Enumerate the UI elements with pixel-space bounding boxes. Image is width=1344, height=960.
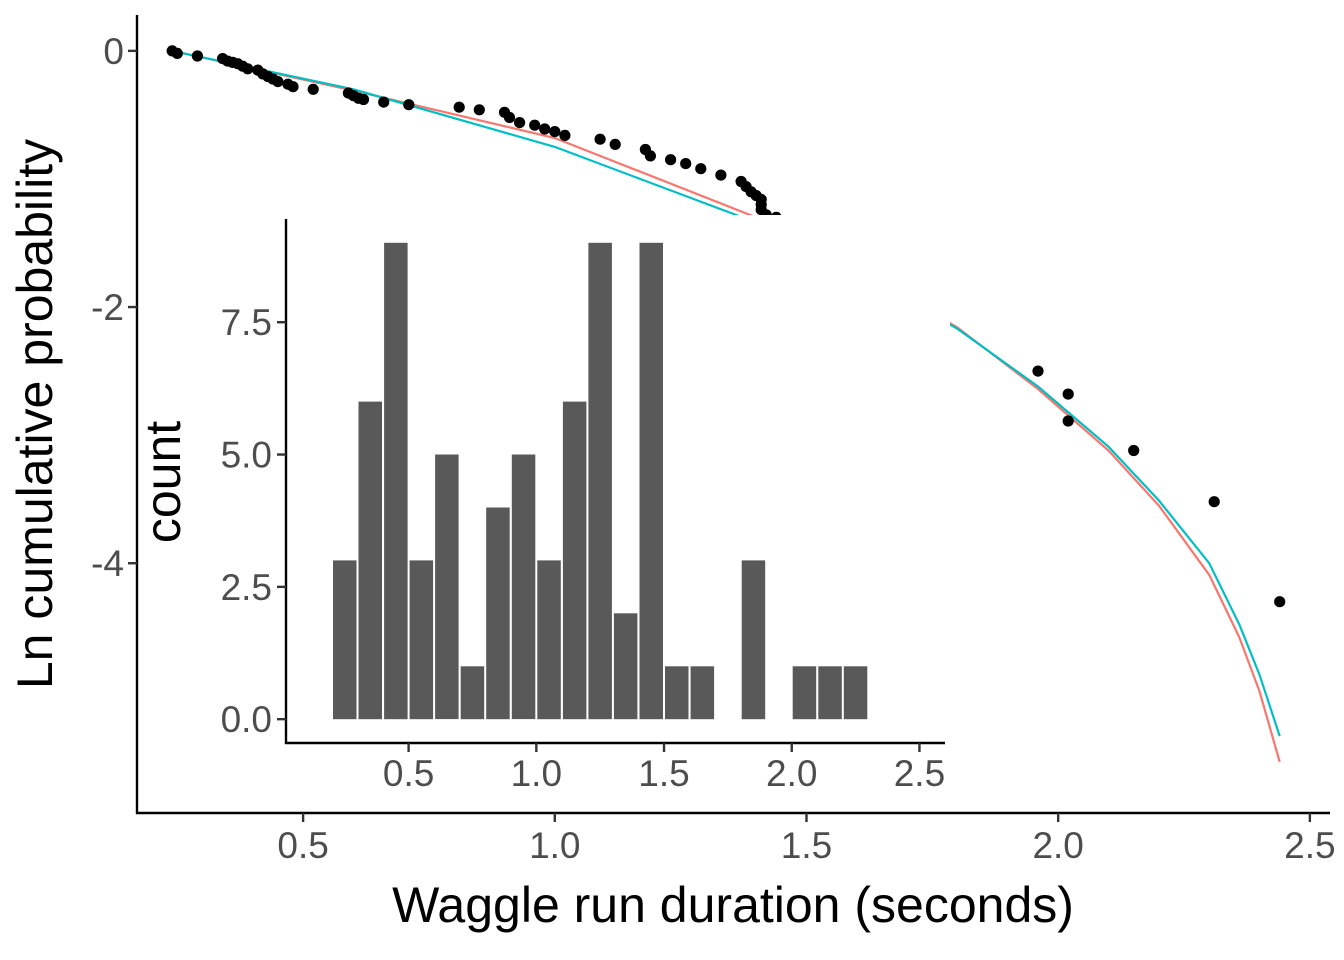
histogram-bar <box>690 666 715 720</box>
histogram-bar <box>384 242 408 720</box>
inset-histogram: 0.0 2.5 5.0 7.5 0.5 1.0 1.5 2.0 2.5 count <box>135 215 950 800</box>
inset-y-tick-label: 2.5 <box>221 567 272 608</box>
inset-y-ticks: 0.0 2.5 5.0 7.5 <box>221 302 286 740</box>
data-point <box>644 150 657 162</box>
inset-x-tick-label: 1.5 <box>638 753 689 794</box>
data-point <box>1208 496 1220 508</box>
data-point <box>1274 596 1286 608</box>
histogram-bar <box>818 666 842 720</box>
inset-x-tick-label: 0.5 <box>383 753 434 794</box>
main-y-tick-label: 0 <box>103 31 124 72</box>
data-point <box>1062 388 1074 400</box>
data-point <box>514 117 526 129</box>
inset-y-tick-label: 0.0 <box>221 699 272 740</box>
data-point <box>609 138 621 150</box>
data-point <box>594 133 606 145</box>
data-point <box>453 101 465 113</box>
data-point <box>529 119 541 131</box>
fit-curve-2 <box>171 49 1281 737</box>
histogram-bar <box>613 613 638 720</box>
inset-x-tick-label: 2.0 <box>766 753 817 794</box>
main-y-ticks: 0 -2 -4 <box>91 31 137 584</box>
histogram-bar <box>460 666 485 720</box>
inset-x-tick-label: 2.5 <box>894 753 945 794</box>
histogram-bar <box>665 666 689 720</box>
data-point <box>307 83 319 95</box>
inset-y-tick-label: 7.5 <box>221 302 272 343</box>
data-point <box>503 111 516 124</box>
histogram-bar <box>409 560 434 720</box>
data-point <box>357 93 370 106</box>
main-x-tick-label: 1.5 <box>781 825 832 866</box>
histogram-bar <box>639 242 663 720</box>
histogram-bar <box>792 666 817 720</box>
main-x-axis-title: Waggle run duration (seconds) <box>392 877 1074 933</box>
data-point <box>695 163 707 175</box>
main-x-tick-label: 2.5 <box>1284 825 1335 866</box>
data-point <box>272 76 284 88</box>
main-x-tick-label: 2.0 <box>1032 825 1083 866</box>
data-point <box>665 154 677 166</box>
histogram-bar <box>486 507 510 720</box>
histogram-bar <box>562 401 587 720</box>
main-x-ticks: 0.5 1.0 1.5 2.0 2.5 <box>277 813 1336 866</box>
main-y-tick-label: -2 <box>91 287 124 328</box>
data-point <box>1128 444 1140 457</box>
histogram-bar <box>588 242 612 720</box>
data-point <box>242 63 254 75</box>
fit-curve-1 <box>171 49 1281 763</box>
inset-x-ticks: 0.5 1.0 1.5 2.0 2.5 <box>383 743 945 794</box>
data-point <box>680 158 692 170</box>
data-point <box>473 104 485 116</box>
main-x-tick-label: 1.0 <box>529 825 580 866</box>
histogram-bar <box>358 401 382 720</box>
histogram-bar <box>435 454 459 720</box>
data-point <box>287 81 299 93</box>
main-y-axis-title: Ln cumulative probability <box>7 139 63 689</box>
data-point <box>171 47 183 60</box>
data-point <box>715 169 727 181</box>
data-point <box>191 50 203 62</box>
main-y-tick-label: -4 <box>91 543 124 584</box>
data-point <box>1062 415 1074 427</box>
data-point <box>549 126 561 138</box>
data-point <box>559 129 571 141</box>
data-point <box>403 99 415 111</box>
data-point <box>1032 365 1044 377</box>
histogram-bar <box>741 560 766 720</box>
inset-bars <box>333 242 868 720</box>
main-x-tick-label: 0.5 <box>277 825 328 866</box>
inset-x-tick-label: 1.0 <box>511 753 562 794</box>
data-point <box>539 123 551 135</box>
histogram-bar <box>537 560 561 720</box>
histogram-bar <box>333 560 357 720</box>
inset-y-axis-title: count <box>135 421 191 543</box>
inset-y-tick-label: 5.0 <box>221 435 272 476</box>
main-plot: 0 -2 -4 0.5 1.0 1.5 2.0 2.5 Waggle run duratio… <box>7 15 1336 933</box>
histogram-bar <box>843 666 868 720</box>
histogram-bar <box>511 454 536 720</box>
data-point <box>378 96 390 108</box>
